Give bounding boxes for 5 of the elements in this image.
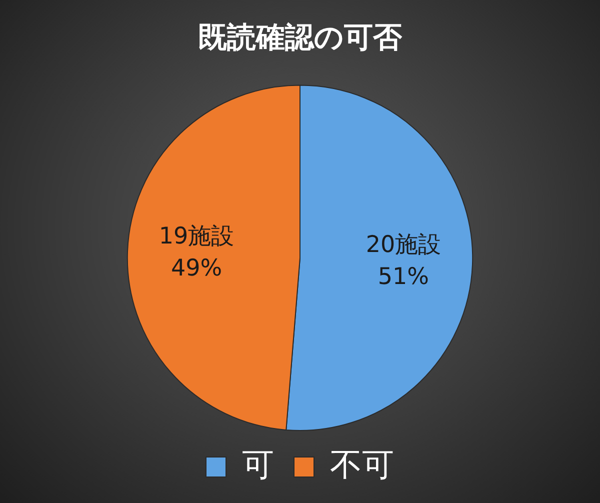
- legend-label: 不可: [330, 445, 394, 484]
- legend-label: 可: [242, 445, 274, 484]
- chart-title: 既読確認の可否: [198, 20, 403, 54]
- data-label: 20施設 51%: [366, 232, 442, 290]
- data-label: 19施設 49%: [158, 224, 234, 282]
